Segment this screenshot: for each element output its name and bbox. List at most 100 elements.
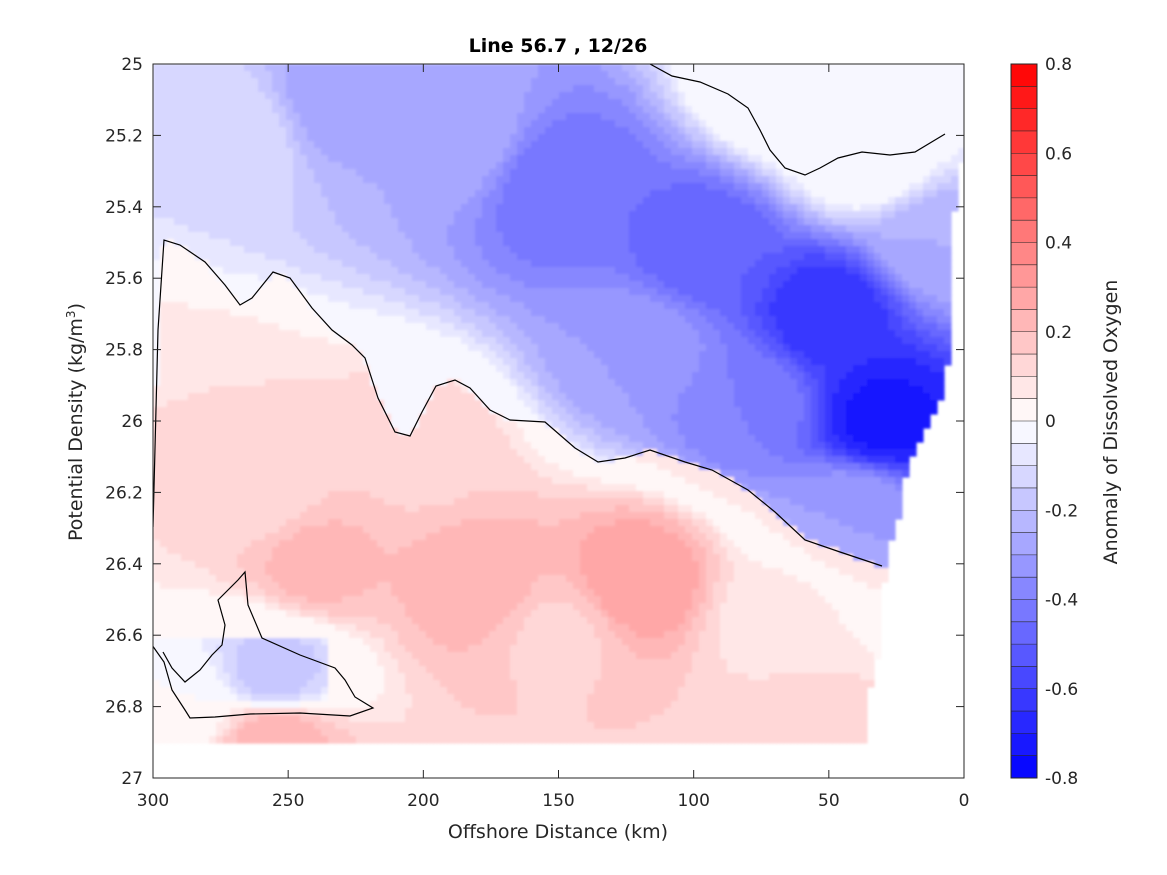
heatmap-cell xyxy=(755,337,763,345)
heatmap-cell xyxy=(412,253,420,261)
heatmap-cell xyxy=(398,204,406,212)
heatmap-cell xyxy=(804,169,812,177)
heatmap-cell xyxy=(153,92,161,100)
heatmap-cell xyxy=(909,246,917,254)
heatmap-cell xyxy=(867,218,875,226)
heatmap-cell xyxy=(440,344,448,352)
heatmap-cell xyxy=(734,246,742,254)
heatmap-cell xyxy=(657,134,665,142)
heatmap-cell xyxy=(650,162,658,170)
heatmap-cell xyxy=(510,197,518,205)
heatmap-cell xyxy=(629,239,637,247)
heatmap-cell xyxy=(356,351,364,359)
heatmap-cell xyxy=(328,99,336,107)
heatmap-cell xyxy=(790,106,798,114)
heatmap-cell xyxy=(846,253,854,261)
heatmap-cell xyxy=(853,309,861,317)
heatmap-cell xyxy=(223,71,231,79)
heatmap-cell xyxy=(461,71,469,79)
heatmap-cell xyxy=(636,71,644,79)
heatmap-cell xyxy=(643,106,651,114)
heatmap-cell xyxy=(650,267,658,275)
heatmap-cell xyxy=(363,309,371,317)
heatmap-cell xyxy=(160,113,168,121)
heatmap-cell xyxy=(209,246,217,254)
heatmap-cell xyxy=(622,246,630,254)
heatmap-cell xyxy=(468,134,476,142)
heatmap-cell xyxy=(545,134,553,142)
heatmap-cell xyxy=(699,78,707,86)
heatmap-cell xyxy=(566,218,574,226)
heatmap-cell xyxy=(370,134,378,142)
heatmap-cell xyxy=(230,92,238,100)
heatmap-cell xyxy=(153,169,161,177)
heatmap-cell xyxy=(503,365,511,373)
heatmap-cell xyxy=(657,78,665,86)
heatmap-cell xyxy=(832,267,840,275)
heatmap-cell xyxy=(664,183,672,191)
heatmap-cell xyxy=(538,190,546,198)
heatmap-cell xyxy=(811,211,819,219)
heatmap-cell xyxy=(405,309,413,317)
heatmap-cell xyxy=(825,323,833,331)
heatmap-cell xyxy=(580,92,588,100)
heatmap-cell xyxy=(349,127,357,135)
heatmap-cell xyxy=(328,141,336,149)
heatmap-cell xyxy=(825,309,833,317)
heatmap-cell xyxy=(769,155,777,163)
heatmap-cell xyxy=(363,281,371,289)
heatmap-cell xyxy=(412,190,420,198)
heatmap-cell xyxy=(818,344,826,352)
heatmap-cell xyxy=(615,218,623,226)
heatmap-cell xyxy=(216,134,224,142)
heatmap-cell xyxy=(279,225,287,233)
heatmap-cell xyxy=(951,134,959,142)
heatmap-cell xyxy=(321,330,329,338)
heatmap-cell xyxy=(832,190,840,198)
heatmap-cell xyxy=(181,309,189,317)
heatmap-cell xyxy=(881,183,889,191)
heatmap-cell xyxy=(797,309,805,317)
heatmap-cell xyxy=(937,239,945,247)
heatmap-cell xyxy=(944,162,952,170)
heatmap-cell xyxy=(223,85,231,93)
heatmap-cell xyxy=(741,155,749,163)
heatmap-cell xyxy=(776,113,784,121)
heatmap-cell xyxy=(566,323,574,331)
heatmap-cell xyxy=(867,274,875,282)
heatmap-cell xyxy=(559,358,567,366)
heatmap-cell xyxy=(811,99,819,107)
heatmap-cell xyxy=(685,92,693,100)
heatmap-cell xyxy=(594,127,602,135)
heatmap-cell xyxy=(881,267,889,275)
heatmap-cell xyxy=(566,309,574,317)
heatmap-cell xyxy=(461,134,469,142)
heatmap-cell xyxy=(468,190,476,198)
heatmap-cell xyxy=(356,92,364,100)
heatmap-cell xyxy=(307,64,315,72)
heatmap-cell xyxy=(461,190,469,198)
heatmap-cell xyxy=(454,330,462,338)
heatmap-cell xyxy=(587,148,595,156)
heatmap-cell xyxy=(566,113,574,121)
heatmap-cell xyxy=(300,253,308,261)
heatmap-cell xyxy=(811,155,819,163)
heatmap-cell xyxy=(720,190,728,198)
heatmap-cell xyxy=(265,162,273,170)
heatmap-cell xyxy=(419,190,427,198)
heatmap-cell xyxy=(363,225,371,233)
heatmap-cell xyxy=(405,197,413,205)
heatmap-cell xyxy=(300,211,308,219)
heatmap-cell xyxy=(300,183,308,191)
heatmap-cell xyxy=(391,204,399,212)
heatmap-cell xyxy=(769,148,777,156)
heatmap-cell xyxy=(209,99,217,107)
heatmap-cell xyxy=(286,253,294,261)
heatmap-cell xyxy=(202,337,210,345)
heatmap-cell xyxy=(153,127,161,135)
heatmap-cell xyxy=(398,288,406,296)
heatmap-cell xyxy=(916,141,924,149)
heatmap-cell xyxy=(475,176,483,184)
heatmap-cell xyxy=(153,309,161,317)
heatmap-cell xyxy=(475,78,483,86)
